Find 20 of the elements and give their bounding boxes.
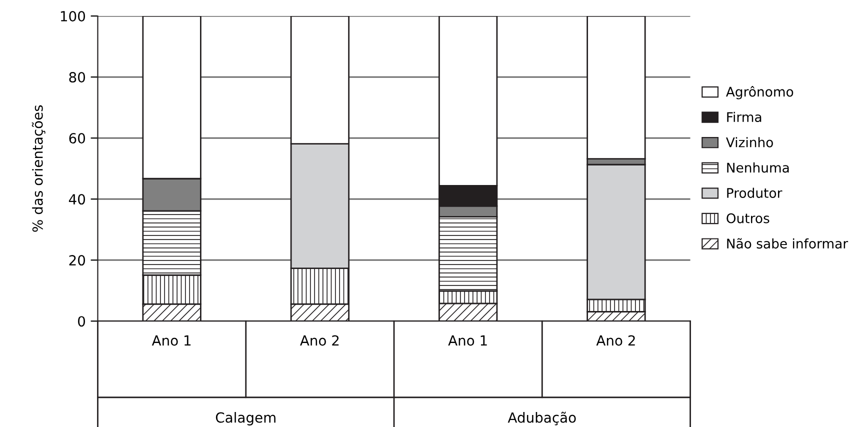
y-tick-label: 0 [78,316,86,327]
legend-label: Não sabe informar [727,238,848,249]
legend-label: Vizinho [726,137,773,148]
x-tick-label: Ano 1 [152,335,191,346]
legend-label: Agrônomo [726,86,794,100]
text: Adubação [508,412,576,426]
y-tick-label: 100 [60,10,86,22]
y-tick-label: 60 [69,133,86,144]
legend-label: Firma [727,112,762,122]
y-tick-label: 20 [69,255,86,266]
y-tick-label: 80 [69,72,86,83]
legend-label: Outros [726,213,770,224]
x-tick-label: Ano 2 [300,335,339,346]
x-tick-label: Ano 2 [596,335,635,346]
legend-label: Produtor [727,188,782,198]
y-axis-title: % das orientações [32,105,46,232]
text: Calagem [216,412,276,426]
legend-label: Nenhuma [727,162,789,173]
y-tick-label: 40 [68,194,86,205]
x-tick-label: Ano 1 [448,335,487,346]
